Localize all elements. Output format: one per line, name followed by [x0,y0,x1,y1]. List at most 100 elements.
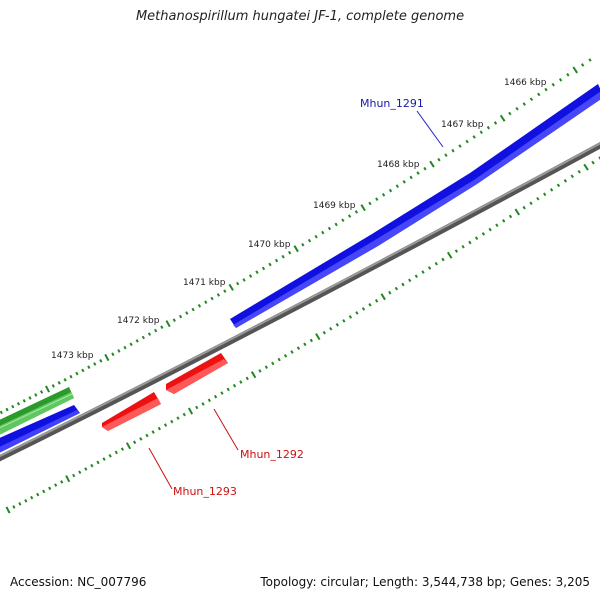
inner-ruler-tick [549,188,554,192]
inner-ruler-tick [220,391,224,395]
inner-ruler-tick [108,454,112,458]
inner-ruler-tick [12,505,16,509]
outer-ruler-tick [429,160,435,168]
inner-ruler-tick [414,274,418,279]
inner-ruler-tick [570,174,574,179]
inner-ruler-tick [348,315,353,319]
inner-ruler-tick [488,227,492,232]
inner-ruler-tick [170,419,174,424]
inner-ruler-tick [529,201,533,206]
inner-ruler-tick [271,361,275,366]
inner-ruler-tick [125,442,132,450]
inner-ruler-tick [303,342,307,347]
inner-ruler-tick [388,290,392,295]
inner-ruler-tick [214,394,218,399]
inner-ruler-tick [508,214,513,219]
tick-label-1466: 1466 kbp [504,78,547,88]
outer-ruler-tick [395,184,399,189]
inner-ruler-tick [394,286,399,291]
inner-ruler-tick [361,307,366,311]
inner-ruler-tick [543,192,547,197]
feature-mhun-1292[interactable] [166,353,228,394]
inner-ruler-tick [157,426,161,431]
outer-ruler-tick [93,362,97,366]
outer-ruler-tick [248,274,253,278]
inner-ruler-tick [5,506,11,514]
gene-label-mhun-1292[interactable]: Mhun_1292 [240,448,304,461]
outer-ruler-tick [301,242,305,247]
inner-ruler-tick [290,350,294,354]
inner-ruler-tick [322,330,326,335]
inner-ruler-tick [368,303,372,307]
gene-label-mhun-1291[interactable]: Mhun_1291 [360,97,424,110]
outer-ruler-tick [210,296,214,301]
outer-ruler-tick [135,339,139,343]
inner-ruler-tick [207,398,211,403]
tick-label-1468: 1468 kbp [377,160,420,170]
inner-ruler-tick [24,499,28,503]
inner-ruler-tick [401,282,405,287]
outer-ruler-tick [81,368,85,373]
outer-ruler-tick [572,66,579,74]
inner-ruler-tick [163,423,168,427]
outer-ruler-tick [236,281,240,286]
outer-ruler-tick [75,371,79,376]
inner-ruler-tick [201,402,205,406]
leader-mhun-1291 [416,110,444,148]
inner-ruler-tick [42,489,46,494]
inner-ruler-tick [461,244,465,249]
inner-ruler-tick [90,463,94,468]
feature-mhun-1291[interactable] [230,84,600,328]
inner-ruler-tick [54,483,58,487]
tick-label-1469: 1469 kbp [313,201,356,211]
outer-ruler-tick [242,278,246,282]
feature-left-blue[interactable] [0,405,80,455]
inner-ruler-tick [474,236,479,241]
inner-ruler-tick [408,278,412,283]
inner-ruler-tick [427,266,432,270]
outer-ruler-tick [544,87,548,92]
inner-ruler-tick [583,163,589,171]
tick-label-1471: 1471 kbp [183,278,226,288]
outer-ruler-tick [28,396,32,400]
feature-left-green[interactable] [0,387,74,437]
outer-ruler-tick [104,353,110,362]
outer-ruler-tick [223,289,227,293]
outer-ruler-tick [63,378,67,382]
outer-ruler-tick [437,157,441,162]
outer-ruler-tick [185,311,189,315]
outer-ruler-tick [522,102,526,106]
outer-ruler-tick [141,335,145,340]
inner-ruler-tick [239,380,243,384]
inner-ruler-tick [78,470,82,475]
inner-ruler-tick [296,346,301,350]
outer-ruler-tick [178,314,183,319]
outer-ruler-tick [154,328,158,333]
outer-ruler-tick [580,63,585,67]
inner-ruler-tick [591,160,595,165]
outer-ruler-tick [22,399,26,403]
inner-ruler-tick [355,311,359,315]
outer-ruler-tick [529,97,534,102]
inner-ruler-tick [421,270,425,274]
inner-ruler-tick [309,338,313,343]
outer-ruler-tick [191,307,195,312]
outer-ruler-tick [255,270,259,275]
outer-ruler-tick [334,222,338,227]
inner-ruler-ticks [5,156,600,514]
outer-ruler-tick [354,210,359,214]
inner-ruler-tick [30,495,34,500]
feature-mhun-1293[interactable] [102,392,161,431]
inner-ruler-tick [598,156,600,160]
inner-ruler-tick [60,480,64,484]
outer-ruler-tick [444,153,448,157]
gene-label-mhun-1293[interactable]: Mhun_1293 [173,485,237,498]
tick-label-1473: 1473 kbp [51,351,94,361]
outer-ruler-tick [515,106,519,111]
inner-ruler-tick [563,179,568,183]
inner-ruler-tick [329,326,333,331]
inner-ruler-tick [84,467,88,471]
outer-ruler-tick [493,121,498,125]
inner-ruler-tick [151,430,155,434]
outer-ruler-tick [129,342,133,347]
